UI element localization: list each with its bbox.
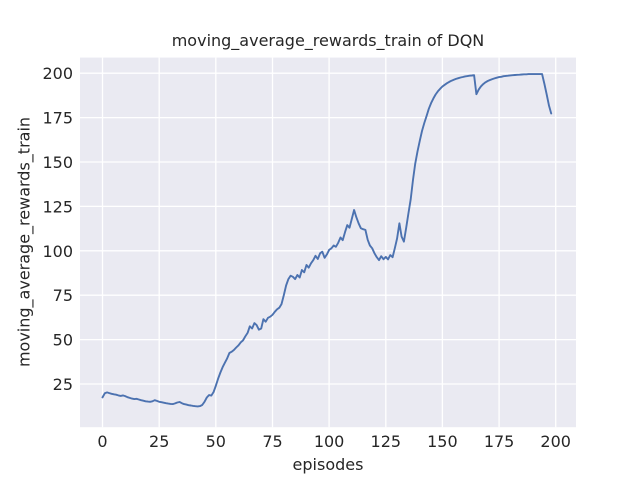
y-tick-label: 125 (42, 197, 73, 216)
y-tick-label: 150 (42, 153, 73, 172)
y-tick-label: 175 (42, 109, 73, 128)
y-tick-label: 75 (53, 286, 73, 305)
y-tick-label: 25 (53, 375, 73, 394)
x-tick-label: 0 (97, 432, 107, 451)
y-tick-label: 200 (42, 64, 73, 83)
y-axis-label: moving_average_rewards_train (14, 116, 34, 368)
x-tick-label: 75 (262, 432, 282, 451)
x-axis-label: episodes (292, 455, 364, 474)
x-tick-label: 200 (540, 432, 571, 451)
x-tick-label: 150 (427, 432, 458, 451)
series-line (101, 73, 553, 408)
x-tick-label: 175 (484, 432, 515, 451)
y-tick-label: 50 (53, 331, 73, 350)
x-tick-label: 100 (314, 432, 345, 451)
x-tick-label: 125 (371, 432, 402, 451)
x-tick-label: 25 (149, 432, 169, 451)
plot-background (80, 57, 576, 428)
x-tick-label: 50 (206, 432, 226, 451)
chart-title: moving_average_rewards_train of DQN (171, 31, 485, 50)
y-tick-label: 100 (42, 242, 73, 261)
